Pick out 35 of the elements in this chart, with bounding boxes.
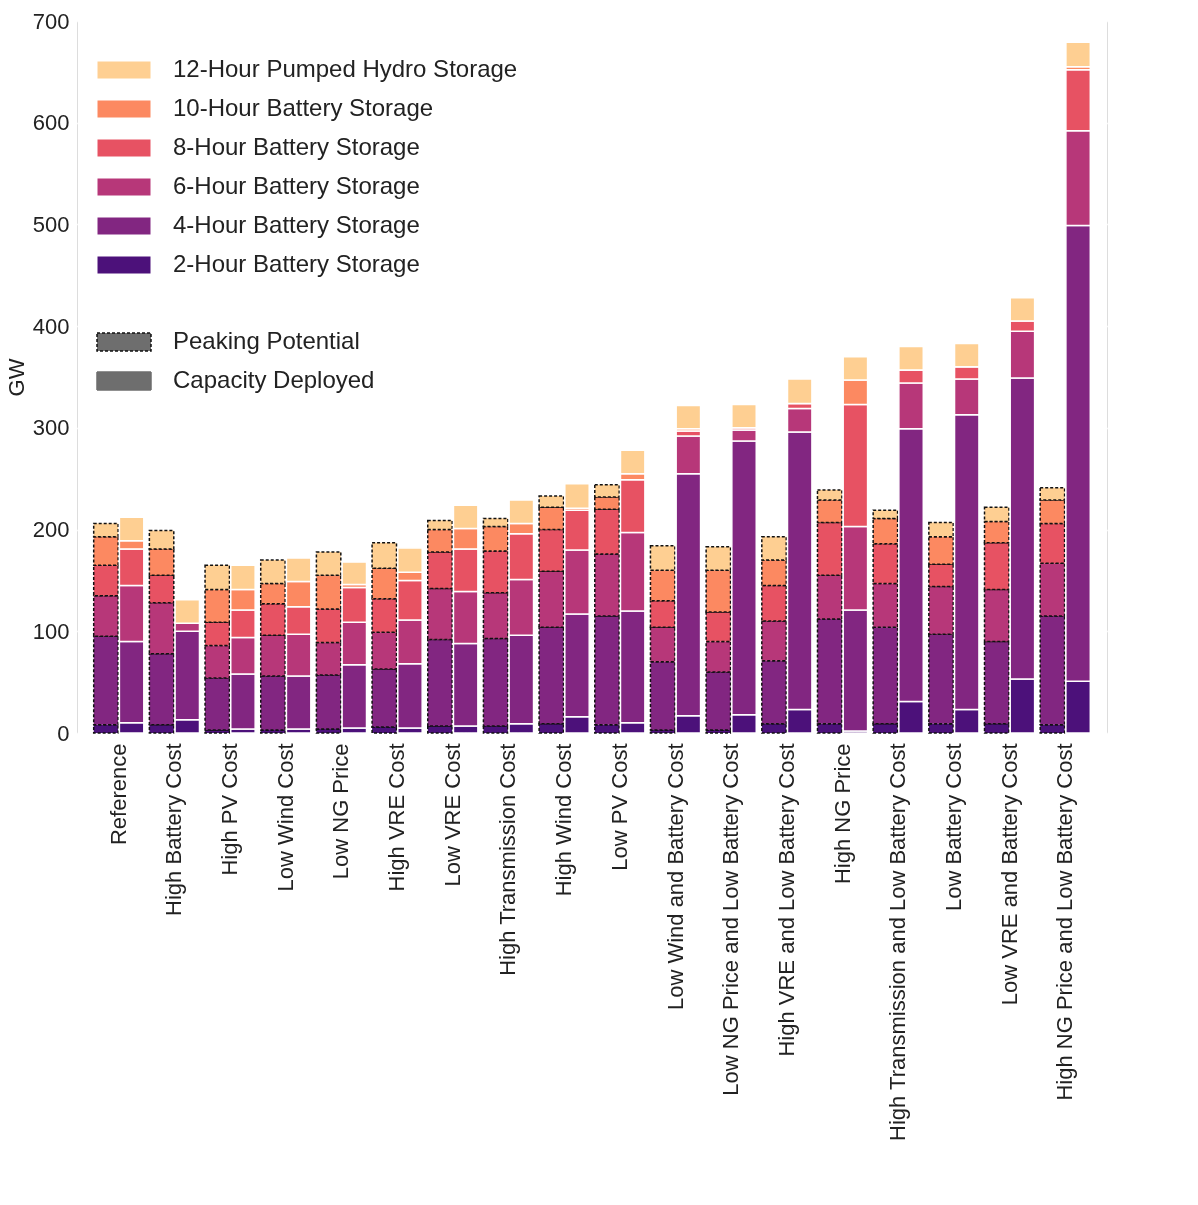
legend-label: 12-Hour Pumped Hydro Storage [173,55,518,82]
legend-label: 10-Hour Battery Storage [173,94,434,121]
x-tick-label: High Wind Cost [551,743,577,897]
y-tick-label: 500 [32,211,70,237]
x-tick-label: Low Wind and Battery Cost [662,743,688,1011]
x-tick-label: Low VRE and Battery Cost [996,743,1022,1006]
x-tick-label: Low NG Price [328,743,354,880]
legend-label: 4-Hour Battery Storage [173,211,420,238]
x-tick-label: Low Wind Cost [272,743,298,892]
legend-label: 6-Hour Battery Storage [173,172,420,199]
x-tick-label: Low NG Price and Low Battery Cost [718,743,744,1096]
x-tick-label: High Transmission Cost [495,743,521,976]
y-axis-title: GW [3,358,29,397]
x-tick-label: High NG Price and Low Battery Cost [1052,743,1078,1101]
y-tick-label: 0 [57,720,70,746]
legend-title: Capacity Deployed [173,366,375,393]
x-tick-label: Low PV Cost [606,743,632,871]
y-tick-label: 700 [32,8,70,34]
x-tick-label: Low VRE Cost [439,743,465,887]
legend-label: 8-Hour Battery Storage [173,133,420,160]
y-tick-label: 100 [32,618,70,644]
x-tick-label: High Transmission and Low Battery Cost [885,743,911,1141]
y-tick-label: 400 [32,313,70,339]
x-tick-label: High NG Price [829,743,855,885]
x-tick-label: High PV Cost [217,743,243,876]
legend-label: 2-Hour Battery Storage [173,250,420,277]
x-tick-label: High VRE Cost [384,743,410,892]
x-tick-label: High VRE and Low Battery Cost [773,743,799,1057]
y-tick-label: 600 [32,110,70,136]
y-tick-label: 300 [32,415,70,441]
y-tick-label: 200 [32,517,70,543]
x-tick-label: High Battery Cost [161,743,187,916]
x-tick-label: Low Battery Cost [940,743,966,912]
legend-title: Peaking Potential [173,327,360,354]
x-tick-label: Reference [105,743,131,846]
